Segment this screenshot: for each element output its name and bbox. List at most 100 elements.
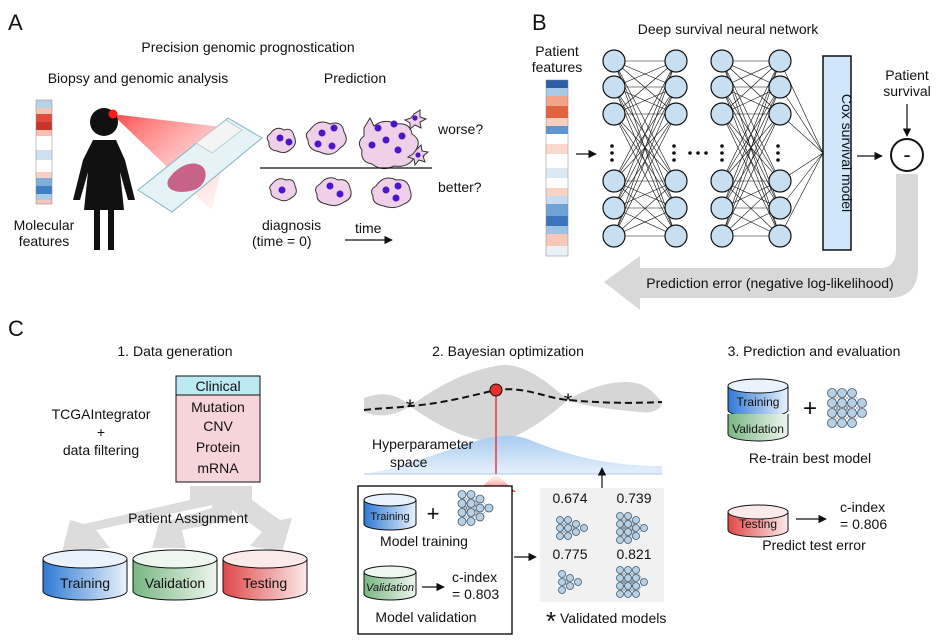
network-node (602, 196, 626, 220)
mini-network-node (624, 512, 632, 520)
mini-network-node (827, 398, 837, 408)
mini-network-node (847, 418, 857, 428)
network-node (710, 75, 734, 99)
mini-network-node (837, 418, 847, 428)
mini-network-node (624, 590, 632, 598)
inner-training-label: Training (370, 511, 409, 523)
final-testing-label: Testing (739, 517, 777, 531)
retrain-validation-label: Validation (732, 422, 784, 436)
final-cindex-value: = 0.806 (840, 516, 887, 532)
retrain-validation-cylinder: Validation (727, 414, 789, 442)
mini-network-node (616, 574, 624, 582)
patient-survival-1: Patient (885, 67, 929, 83)
small-network-icon (616, 512, 648, 544)
mini-network-node (632, 574, 640, 582)
mini-network-node (475, 512, 485, 522)
panel-a-title: Precision genomic prognostication (141, 39, 354, 55)
mini-network-node (566, 574, 574, 582)
table-row-clinical: Clinical (195, 378, 240, 394)
network-edge (721, 60, 781, 115)
network-node (602, 102, 626, 126)
validated-models-label: Validated models (560, 610, 666, 626)
integrator-label-3: data filtering (63, 442, 139, 458)
inner-validation-cylinder: Validation (363, 565, 417, 601)
small-network-icon (457, 490, 494, 526)
model-training-label: Model training (380, 533, 468, 549)
mini-network-node (457, 490, 467, 499)
mini-network-node (466, 517, 476, 526)
network-nodes (602, 49, 792, 248)
final-testing-cylinder: Testing (727, 504, 789, 538)
mini-network-node (616, 512, 624, 520)
mini-network-node (632, 590, 640, 598)
mini-network-edge (461, 494, 472, 522)
network-node (602, 49, 626, 73)
mini-network-node (616, 590, 624, 598)
sample-asterisk: * (564, 389, 573, 414)
prediction-error-label: Prediction error (negative log-likelihoo… (646, 275, 893, 291)
predict-test-label: Predict test error (762, 537, 866, 553)
data-table: Clinical Mutation CNV Protein mRNA (175, 375, 261, 483)
worse-cell-row (266, 109, 430, 170)
retrain-plus: + (803, 395, 817, 422)
mini-network-node (640, 524, 648, 532)
inner-validation-label: Validation (366, 582, 414, 594)
glass-slide (137, 117, 263, 213)
table-row-cnv: CNV (203, 418, 233, 434)
molecular-label-1: Molecular (14, 217, 75, 233)
table-row-protein: Protein (196, 439, 240, 455)
network-node (710, 196, 734, 220)
small-network-icon (558, 570, 582, 594)
network-edge (721, 86, 781, 209)
network-node (768, 102, 792, 126)
best-network-icon (827, 388, 867, 428)
model-score-1: 0.674 (552, 490, 587, 506)
bayesian-optimization-plot: * * Hyperparameter space (363, 364, 663, 492)
mini-network-node (572, 520, 580, 528)
mini-network-edge (619, 515, 629, 541)
mini-network-node (556, 516, 564, 524)
training-cylinder: Training (42, 549, 128, 601)
mini-network-node (640, 578, 648, 586)
mini-network-node (466, 499, 476, 508)
patient-feature-bar (545, 79, 569, 257)
mini-network-node (564, 532, 572, 540)
diagnosis-label-2: (time = 0) (252, 233, 312, 249)
network-edge (779, 152, 824, 237)
time-label: time (355, 220, 382, 236)
cell-cluster (266, 127, 296, 154)
network-title: Deep survival neural network (638, 21, 820, 37)
mini-network-node (564, 524, 572, 532)
selected-point (489, 383, 503, 397)
network-node (710, 169, 734, 193)
mini-network-node (466, 508, 476, 517)
model-score-2: 0.739 (616, 490, 651, 506)
hyperparameter-label-2: space (390, 454, 428, 470)
mini-network-node (572, 528, 580, 536)
step2-heading: 2. Bayesian optimization (432, 343, 584, 359)
mini-network-node (624, 536, 632, 544)
mini-network-node (624, 582, 632, 590)
model-score-4: 0.821 (616, 546, 651, 562)
panel-b-letter: B (532, 10, 547, 35)
network-edge (721, 113, 781, 237)
mini-network-node (556, 532, 564, 540)
better-cell-row (269, 177, 412, 209)
hyperparameter-label-1: Hyperparameter (372, 436, 473, 452)
mini-network-node (558, 586, 566, 594)
cindex-label: c-index (452, 569, 497, 585)
mini-network-node (457, 508, 467, 517)
panel-b: B Deep survival neural network Patient f… (532, 10, 931, 310)
worse-label: worse? (437, 121, 483, 137)
validated-asterisk-icon: * (546, 606, 556, 636)
model-score-3: 0.775 (552, 546, 587, 562)
patient-features-1: Patient (535, 43, 579, 59)
network-edge (613, 113, 677, 237)
network-node (768, 49, 792, 73)
final-cindex-label: c-index (840, 499, 885, 515)
minus-sign: - (903, 142, 910, 167)
mini-network-node (847, 398, 857, 408)
mini-network-node (837, 398, 847, 408)
mini-network-node (558, 570, 566, 578)
